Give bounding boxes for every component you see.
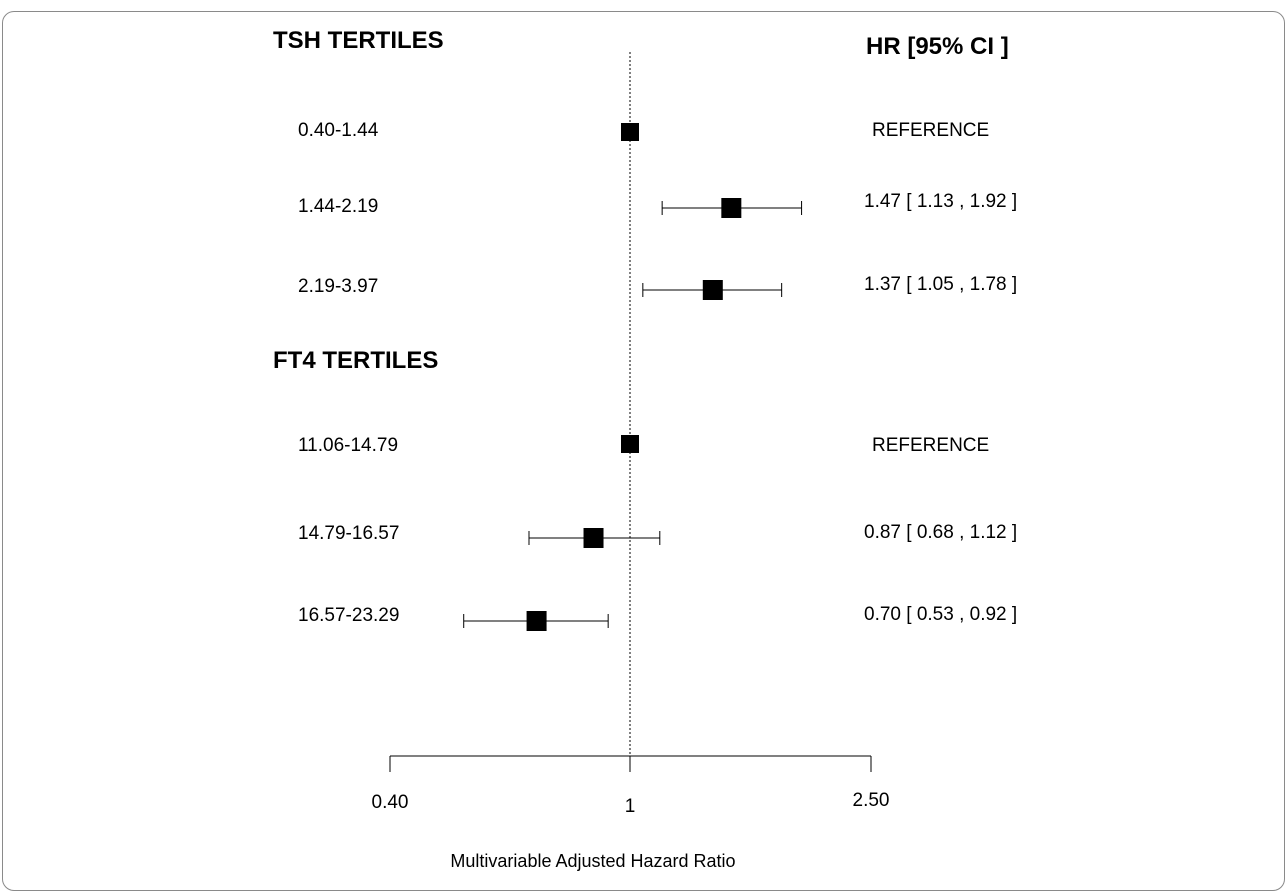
- hr-marker: [702, 280, 723, 300]
- x-tick-label: 0.40: [372, 792, 409, 813]
- estimate-text: 0.87 [ 0.68 , 1.12 ]: [864, 522, 1017, 543]
- estimate-text: 1.37 [ 1.05 , 1.78 ]: [864, 274, 1017, 295]
- group-title-ft4: FT4 TERTILES: [273, 347, 438, 374]
- estimate-text: REFERENCE: [872, 435, 989, 456]
- estimate-text: 0.70 [ 0.53 , 0.92 ]: [864, 604, 1017, 625]
- forest-rows: 0.40-1.44 REFERENCE 1.44-2.19 1.47 [ 1.13 ,…: [298, 120, 1017, 631]
- hr-marker: [583, 528, 604, 548]
- hr-marker: [721, 198, 742, 218]
- x-tick-label: 2.50: [853, 790, 890, 811]
- x-tick-label: 1: [625, 796, 636, 817]
- x-axis-label: Multivariable Adjusted Hazard Ratio: [450, 851, 735, 871]
- estimate-text: 1.47 [ 1.13 , 1.92 ]: [864, 191, 1017, 212]
- hr-marker: [621, 123, 639, 141]
- row-label: 14.79-16.57: [298, 523, 399, 544]
- estimate-text: REFERENCE: [872, 120, 989, 141]
- row-label: 2.19-3.97: [298, 276, 378, 297]
- row-label: 16.57-23.29: [298, 605, 399, 626]
- forest-plot: TSH TERTILES FT4 TERTILES HR [95% CI ] 0…: [273, 27, 1017, 871]
- group-title-tsh: TSH TERTILES: [273, 27, 444, 54]
- hr-marker: [621, 435, 639, 453]
- estimate-header: HR [95% CI ]: [866, 33, 1009, 60]
- row-label: 1.44-2.19: [298, 196, 378, 217]
- row-label: 0.40-1.44: [298, 120, 379, 141]
- row-label: 11.06-14.79: [298, 435, 398, 456]
- hr-marker: [526, 611, 547, 631]
